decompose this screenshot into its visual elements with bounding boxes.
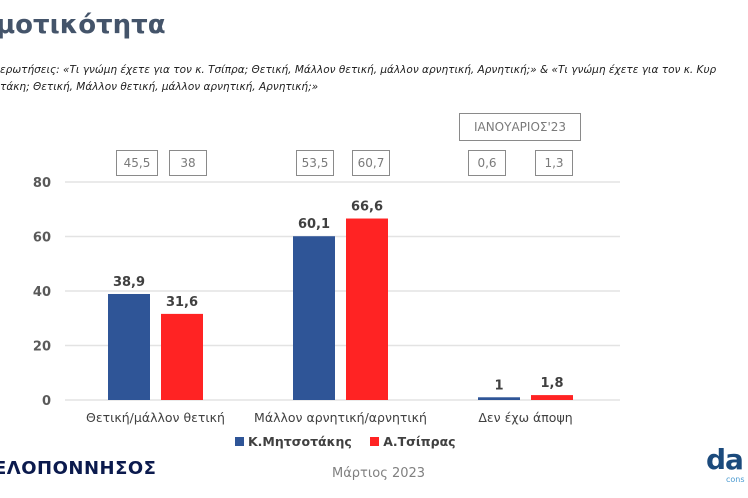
y-axis-ticks: 0 20 40 60 80 — [33, 176, 51, 409]
brand-region-name: ΕΛΟΠΟΝΝΗΣΟΣ — [0, 458, 157, 479]
gridlines — [65, 181, 620, 401]
data-label: 1 — [494, 378, 503, 393]
y-tick-label: 0 — [42, 394, 51, 409]
legend-swatch-blue — [235, 437, 244, 446]
bar-tsipras — [161, 313, 203, 400]
bar-mitsotakis — [108, 293, 150, 400]
bar-tsipras — [346, 218, 388, 400]
data-labels: 38,9 31,6 60,1 66,6 1 1,8 — [113, 200, 564, 394]
question-line-1: ερωτήσεις: «Τι γνώμη έχετε για τον κ. Τσ… — [0, 64, 717, 76]
data-label: 66,6 — [351, 200, 383, 215]
chart-legend: Κ.Μητσοτάκης Α.Τσίπρας — [235, 434, 470, 449]
data-label: 60,1 — [298, 217, 330, 232]
x-category-label: Θετική/μάλλον θετική — [86, 410, 225, 425]
question-line-2: τάκη; Θετική, Μάλλον θετική, μάλλον αρνη… — [0, 81, 319, 93]
legend-swatch-red — [370, 437, 380, 446]
survey-question: ερωτήσεις: «Τι γνώμη έχετε για τον κ. Τσ… — [0, 62, 716, 96]
company-logo-subtitle: cons — [726, 475, 745, 484]
y-tick-label: 40 — [33, 285, 51, 300]
y-tick-label: 20 — [33, 340, 51, 355]
data-label: 31,6 — [166, 295, 198, 310]
survey-date: Μάρτιος 2023 — [332, 466, 426, 481]
comparison-value-box: 38 — [169, 150, 207, 176]
bar-mitsotakis — [293, 236, 335, 400]
comparison-value-box: 45,5 — [116, 150, 158, 176]
legend-item-tsipras: Α.Τσίπρας — [370, 434, 456, 449]
legend-item-mitsotakis: Κ.Μητσοτάκης — [235, 434, 352, 449]
comparison-value-box: 0,6 — [468, 150, 506, 176]
comparison-period-label: ΙΑΝΟΥΑΡΙΟΣ'23 — [459, 113, 581, 141]
company-logo: da — [706, 443, 744, 476]
comparison-value-box: 53,5 — [296, 150, 334, 176]
page-title: μοτικότητα — [0, 10, 166, 40]
bars — [108, 218, 573, 400]
bar-tsipras — [531, 395, 573, 400]
y-tick-label: 60 — [33, 231, 51, 246]
y-tick-label: 80 — [33, 176, 51, 191]
x-category-label: Δεν έχω άποψη — [478, 410, 572, 425]
data-label: 38,9 — [113, 275, 145, 290]
x-category-label: Μάλλον αρνητική/αρνητική — [254, 410, 427, 425]
comparison-value-box: 1,3 — [535, 150, 573, 176]
x-axis-categories: Θετική/μάλλον θετική Μάλλον αρνητική/αρνη… — [86, 410, 573, 425]
data-label: 1,8 — [540, 376, 563, 391]
comparison-value-box: 60,7 — [352, 150, 390, 176]
bar-mitsotakis — [478, 397, 520, 400]
